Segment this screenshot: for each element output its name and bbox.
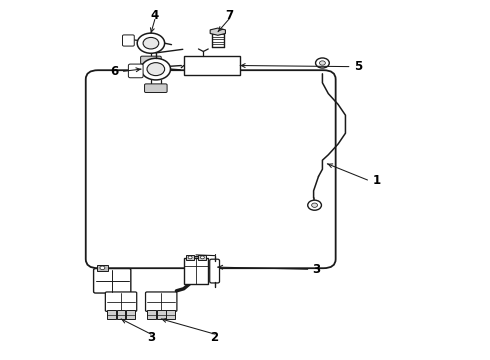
Bar <box>157 310 166 319</box>
Bar <box>147 310 156 319</box>
FancyBboxPatch shape <box>105 292 137 311</box>
Bar <box>126 310 135 319</box>
Text: 7: 7 <box>225 9 233 22</box>
Bar <box>198 255 206 260</box>
Bar <box>107 310 116 319</box>
Bar <box>117 310 125 319</box>
FancyBboxPatch shape <box>141 56 161 64</box>
Circle shape <box>137 33 165 53</box>
Text: 4: 4 <box>151 9 159 22</box>
Bar <box>186 255 194 260</box>
Bar <box>189 256 203 263</box>
FancyBboxPatch shape <box>210 259 220 283</box>
FancyBboxPatch shape <box>94 269 131 293</box>
Text: 1: 1 <box>372 174 381 186</box>
Circle shape <box>100 266 105 270</box>
Text: 3: 3 <box>313 263 321 276</box>
FancyBboxPatch shape <box>86 70 336 268</box>
FancyBboxPatch shape <box>146 292 177 311</box>
Circle shape <box>312 203 318 207</box>
Circle shape <box>143 37 159 49</box>
Polygon shape <box>210 28 225 35</box>
Bar <box>184 258 208 284</box>
Circle shape <box>319 61 325 65</box>
FancyBboxPatch shape <box>128 64 143 78</box>
Bar <box>166 310 175 319</box>
Circle shape <box>188 256 192 259</box>
Bar <box>184 56 240 75</box>
Text: 6: 6 <box>110 65 119 78</box>
Circle shape <box>200 256 204 259</box>
Bar <box>97 265 108 271</box>
Circle shape <box>316 58 329 68</box>
Text: 5: 5 <box>354 60 362 73</box>
FancyBboxPatch shape <box>145 84 167 93</box>
Text: 3: 3 <box>147 331 155 344</box>
Circle shape <box>308 200 321 210</box>
Text: 2: 2 <box>211 331 219 344</box>
Circle shape <box>147 63 165 76</box>
Circle shape <box>141 58 171 80</box>
FancyBboxPatch shape <box>122 35 134 46</box>
